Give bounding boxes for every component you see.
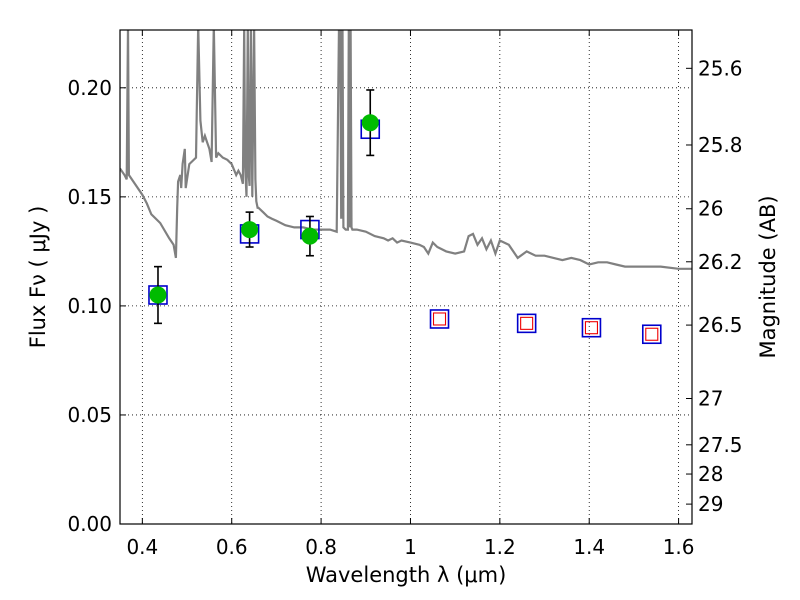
model-point-inner xyxy=(584,321,599,335)
x-tick-label: 1 xyxy=(404,535,417,559)
observed-point xyxy=(301,227,319,245)
x-tick-label: 1.2 xyxy=(484,535,516,559)
y-tick-label: 0.10 xyxy=(67,294,112,318)
points-layer xyxy=(148,89,662,345)
x-axis-label: Wavelength λ (μm) xyxy=(306,563,507,587)
magnitude-tick-label: 25.6 xyxy=(698,56,743,80)
x-tick-label: 0.8 xyxy=(305,535,337,559)
x-tick-label: 0.4 xyxy=(126,535,158,559)
model-point-inner xyxy=(645,327,659,341)
observed-point xyxy=(149,286,167,304)
model-point-outer xyxy=(516,313,537,334)
x-tick-label: 1.4 xyxy=(573,535,605,559)
model-point-outer xyxy=(429,309,450,329)
magnitude-tick-label: 27 xyxy=(698,386,723,410)
model-point-outer xyxy=(641,324,662,345)
y-axis-label-right: Magnitude (AB) xyxy=(756,195,780,358)
magnitude-tick-label: 28 xyxy=(698,462,723,486)
plot-frame xyxy=(119,29,693,525)
observed-point xyxy=(361,114,379,132)
observed-point xyxy=(241,221,259,239)
model-point-outer xyxy=(581,317,602,338)
magnitude-tick-label: 29 xyxy=(698,492,723,516)
y-tick-label: 0.20 xyxy=(67,76,112,100)
magnitude-tick-label: 26.5 xyxy=(698,313,743,337)
magnitude-tick-label: 27.5 xyxy=(698,433,743,457)
model-point-inner xyxy=(432,312,447,326)
model-point-inner xyxy=(520,316,534,330)
magnitude-tick-label: 26.2 xyxy=(698,250,743,274)
y-tick-label: 0.15 xyxy=(67,185,112,209)
x-tick-label: 1.6 xyxy=(663,535,695,559)
y-axis-label: Flux Fν ( μJy ) xyxy=(26,206,50,349)
y-tick-label: 0.00 xyxy=(67,512,112,536)
ticks: 0.4 0.6 0.8 1 1.2 1.4 1.6 0.00 0.05 0.10 0.15 0.20 2… xyxy=(67,30,743,559)
x-tick-label: 0.6 xyxy=(216,535,248,559)
y-tick-label: 0.05 xyxy=(67,403,112,427)
magnitude-tick-label: 26 xyxy=(698,197,723,221)
magnitude-tick-label: 25.8 xyxy=(698,133,743,157)
